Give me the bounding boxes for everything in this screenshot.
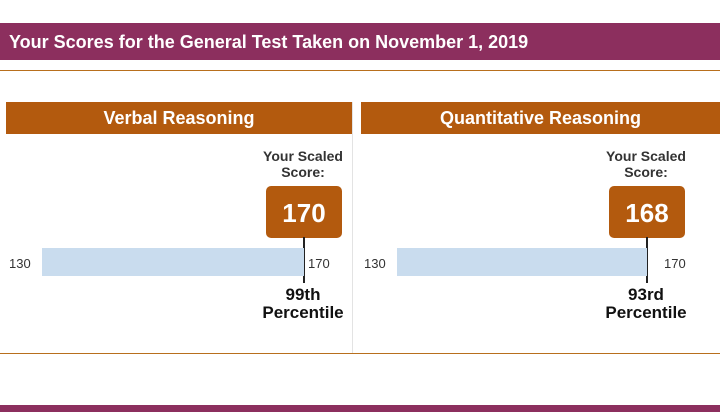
verbal-percentile-label: Percentile (262, 303, 344, 322)
header-divider (0, 70, 720, 71)
quant-percentile-label: Percentile (605, 303, 687, 322)
verbal-score-pointer (303, 237, 305, 283)
verbal-score-bar (42, 248, 304, 276)
quant-score-badge: 168 (609, 186, 685, 238)
quant-percentile: 93rd Percentile (586, 286, 706, 322)
scores-title: Your Scores for the General Test Taken o… (9, 32, 529, 52)
scores-header-bar: Your Scores for the General Test Taken o… (0, 23, 720, 60)
panel-divider (352, 102, 353, 354)
verbal-percentile-value: 99th (285, 285, 321, 304)
quant-scaled-score-label: Your Scaled Score: (606, 148, 686, 180)
quant-section-title: Quantitative Reasoning (361, 102, 720, 134)
verbal-section-title: Verbal Reasoning (6, 102, 352, 134)
verbal-panel: Verbal Reasoning Your Scaled Score: 170 … (6, 102, 352, 354)
quant-panel: Quantitative Reasoning Your Scaled Score… (361, 102, 720, 354)
quant-score-bar (397, 248, 647, 276)
verbal-scaled-score-label: Your Scaled Score: (263, 148, 343, 180)
quant-score-pointer (646, 237, 648, 283)
footer-bar (0, 405, 720, 412)
panels-bottom-divider (0, 353, 720, 354)
quant-scale-max: 170 (664, 256, 686, 271)
top-strip (0, 0, 720, 10)
verbal-score-badge: 170 (266, 186, 342, 238)
quant-scale-min: 130 (364, 256, 386, 271)
verbal-scale-min: 130 (9, 256, 31, 271)
quant-percentile-value: 93rd (628, 285, 664, 304)
verbal-scale-max: 170 (308, 256, 330, 271)
verbal-percentile: 99th Percentile (243, 286, 363, 322)
